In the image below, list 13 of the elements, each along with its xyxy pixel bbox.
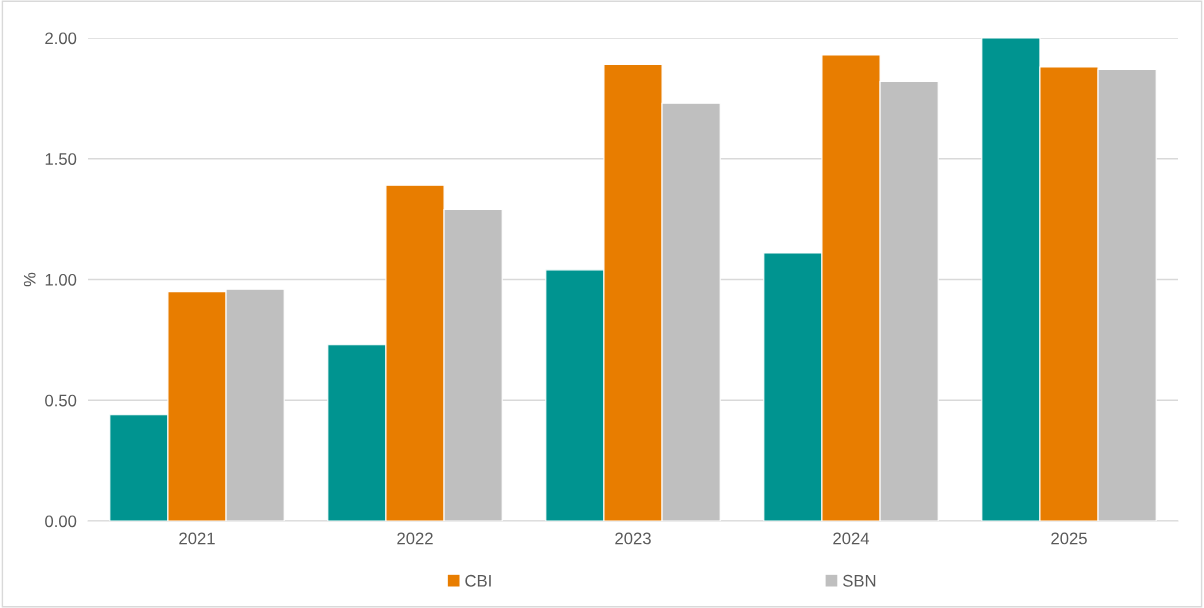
legend-label: CBI bbox=[465, 574, 491, 587]
y-tick-label: 0.50 bbox=[45, 394, 77, 407]
x-tick-label: 2021 bbox=[179, 532, 215, 545]
y-tick-label: 1.50 bbox=[45, 153, 77, 165]
y-tick-label: 0.00 bbox=[45, 515, 77, 528]
legend-label: SBN bbox=[843, 574, 876, 587]
y-tick-label: 2.00 bbox=[45, 32, 77, 45]
x-tick-label: 2025 bbox=[1051, 532, 1087, 545]
y-tick-label: 1.00 bbox=[45, 273, 77, 286]
x-tick-label: 2023 bbox=[615, 532, 651, 545]
y-axis-title: % bbox=[23, 272, 36, 287]
x-tick-label: 2024 bbox=[833, 532, 870, 545]
x-tick-label: 2022 bbox=[397, 532, 433, 545]
